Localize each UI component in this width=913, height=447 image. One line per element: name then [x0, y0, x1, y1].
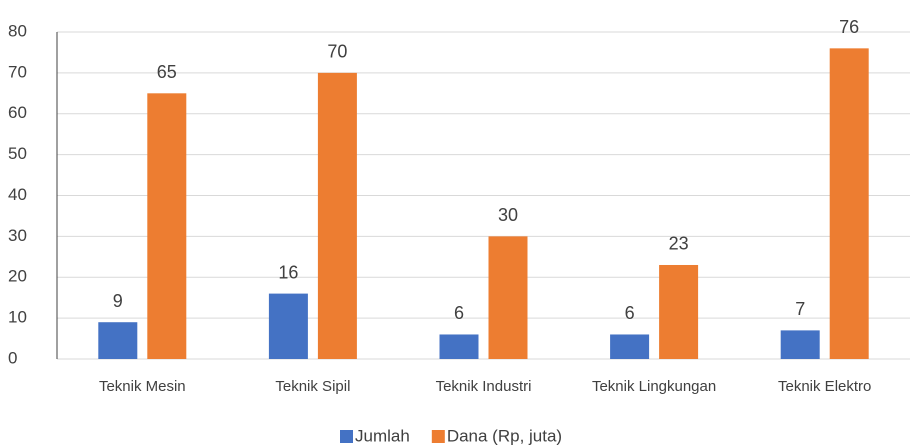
data-label: 23: [669, 234, 689, 254]
bar: [829, 48, 869, 359]
bar: [780, 330, 820, 359]
data-label: 65: [157, 62, 177, 82]
x-tick-label: Teknik Lingkungan: [592, 378, 716, 395]
bar: [659, 264, 699, 359]
y-tick-label: 20: [8, 267, 27, 286]
legend-label: Jumlah: [355, 426, 410, 445]
legend-swatch: [431, 430, 445, 443]
x-tick-label: Teknik Mesin: [99, 378, 186, 395]
y-tick-label: 10: [8, 308, 27, 327]
legend-label: Dana (Rp, juta): [447, 426, 562, 445]
x-tick-label: Teknik Elektro: [778, 378, 871, 395]
data-label: 30: [498, 205, 518, 225]
data-label: 7: [795, 299, 805, 319]
bar: [147, 93, 187, 359]
data-label: 16: [278, 262, 298, 282]
y-tick-label: 80: [8, 21, 27, 40]
y-tick-label: 50: [8, 144, 27, 163]
bar: [488, 236, 528, 359]
data-label: 6: [454, 303, 464, 323]
y-tick-label: 60: [8, 103, 27, 122]
bar: [439, 334, 479, 359]
y-tick-label: 40: [8, 185, 27, 204]
data-label: 9: [113, 291, 123, 311]
y-tick-label: 70: [8, 62, 27, 81]
data-label: 76: [839, 17, 859, 37]
x-tick-label: Teknik Industri: [436, 378, 532, 395]
bar: [317, 72, 357, 359]
y-tick-label: 0: [8, 348, 17, 367]
bar: [268, 293, 308, 359]
bar: [98, 322, 138, 359]
x-tick-label: Teknik Sipil: [275, 378, 350, 395]
y-tick-label: 30: [8, 226, 27, 245]
data-label: 6: [625, 303, 635, 323]
legend-swatch: [340, 430, 353, 443]
data-label: 70: [327, 42, 347, 62]
bar: [610, 334, 650, 359]
